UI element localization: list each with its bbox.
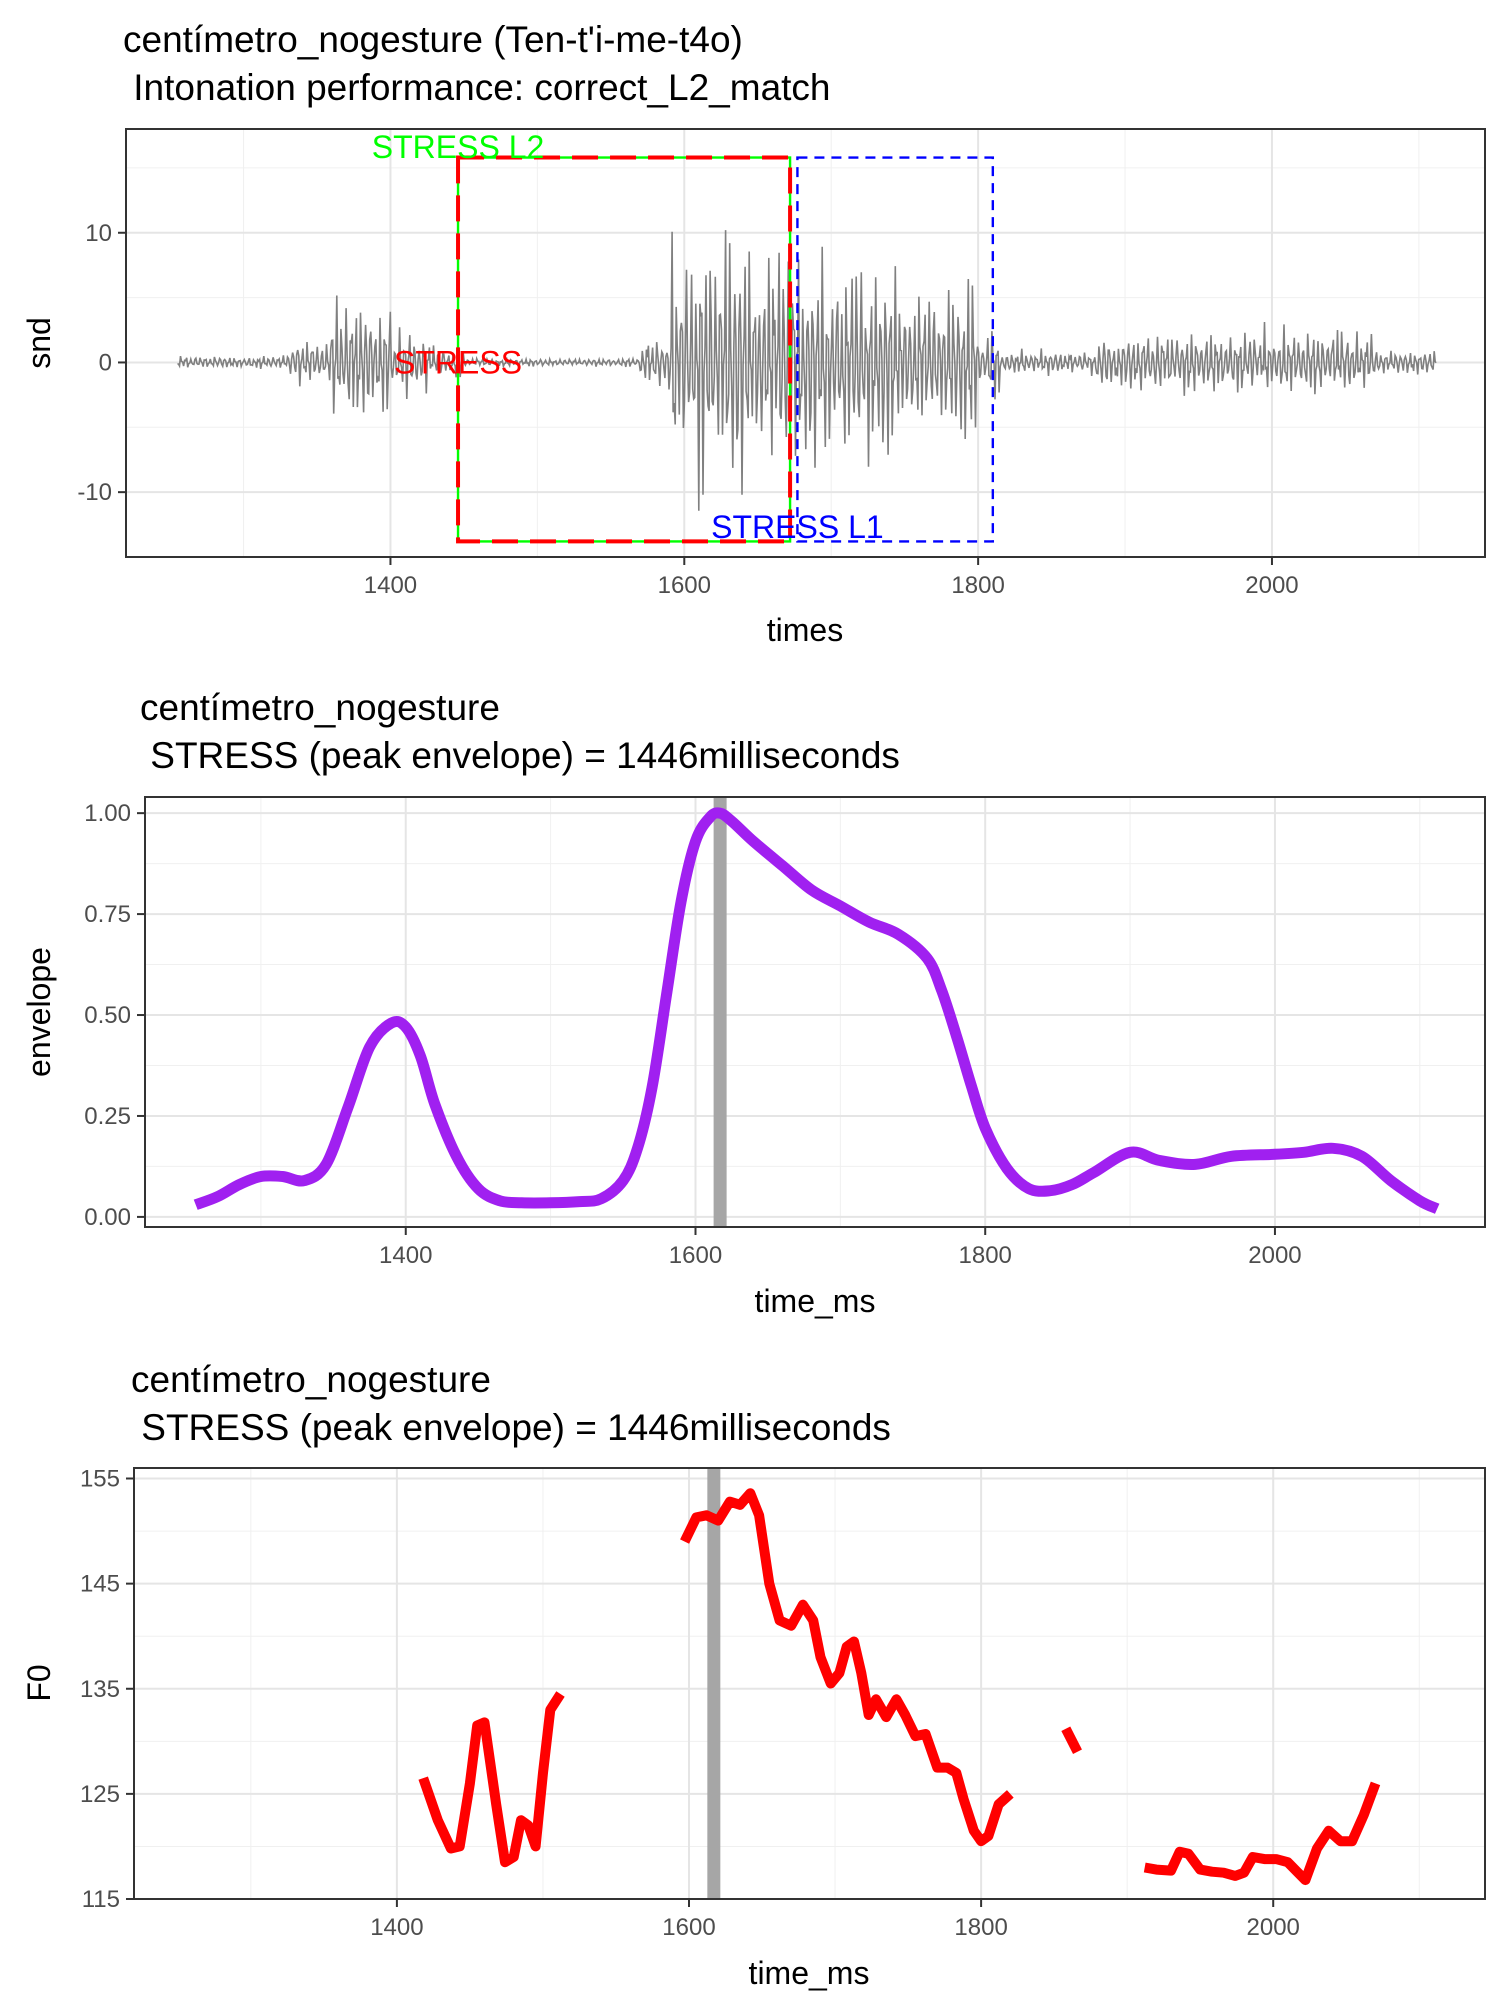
panel3-title: centímetro_nogesture — [131, 1359, 491, 1400]
f0-segment-3 — [1061, 1726, 1082, 1755]
panel2-x-tick-label: 2000 — [1248, 1242, 1301, 1269]
box-label-stress-l2: STRESS L2 — [372, 129, 545, 165]
panel1-x-axis-label: times — [767, 612, 843, 648]
box-stress — [456, 155, 793, 544]
panel2-y-tick-label: 0.25 — [84, 1103, 131, 1130]
panel1-marks: STRESS STRESS L2 STRESS L1 — [177, 129, 1437, 545]
panel1-axes: 1400 1600 1800 2000 -10 0 10 — [77, 220, 1298, 599]
panel2-title: centímetro_nogesture — [140, 687, 500, 728]
panel3-y-tick-label: 135 — [80, 1676, 120, 1703]
panel2-y-tick-label: 0.50 — [84, 1002, 131, 1029]
f0-panel: centímetro_nogesture STRESS (peak envelo… — [21, 1359, 1486, 1991]
panel1-x-tick-label: 1400 — [364, 572, 417, 599]
f0-segment-1 — [418, 1691, 565, 1868]
panel2-marks — [193, 797, 1440, 1227]
panel1-subtitle: Intonation performance: correct_L2_match — [123, 67, 831, 108]
waveform-line — [177, 230, 1437, 511]
panel2-axes: 1400 1600 1800 2000 0.00 0.25 0.50 0.75 1.00 — [84, 800, 1301, 1269]
panel3-axes: 1400 1600 1800 2000 115 125 135 145 155 — [80, 1466, 1300, 1941]
panel2-x-tick-label: 1800 — [959, 1242, 1012, 1269]
panel3-plot-border — [133, 1467, 1486, 1900]
panel1-title: centímetro_nogesture (Ten-t'i-me-t4o) — [123, 19, 743, 60]
panel2-plot-border — [144, 796, 1486, 1228]
envelope-line — [193, 807, 1440, 1214]
panel3-plot-area — [134, 1468, 1485, 1899]
panel2-x-tick-label: 1600 — [669, 1242, 722, 1269]
panel1-y-tick-label: -10 — [77, 479, 112, 506]
panel2-plot-area — [145, 797, 1485, 1227]
box-label-stress: STRESS — [394, 344, 522, 380]
panel3-x-tick-label: 1400 — [370, 1914, 423, 1941]
panel1-y-tick-label: 0 — [99, 349, 112, 376]
panel3-y-tick-label: 145 — [80, 1571, 120, 1598]
panel2-subtitle: STRESS (peak envelope) = 1446millisecond… — [140, 735, 900, 776]
panel2-grid — [145, 797, 1485, 1227]
panel3-x-tick-label: 1600 — [662, 1914, 715, 1941]
panel1-y-axis-label: snd — [21, 317, 57, 369]
box-label-stress-l1: STRESS L1 — [711, 509, 884, 545]
panel3-subtitle: STRESS (peak envelope) = 1446millisecond… — [131, 1407, 891, 1448]
f0-segment-2 — [680, 1488, 1014, 1847]
panel2-y-axis-label: envelope — [21, 947, 57, 1077]
panel2-x-axis-label: time_ms — [755, 1283, 876, 1319]
panel1-x-tick-label: 1800 — [951, 572, 1004, 599]
panel3-marks — [418, 1468, 1381, 1899]
panel3-y-tick-label: 115 — [82, 1886, 120, 1913]
panel3-x-axis-label: time_ms — [749, 1955, 870, 1991]
panel2-y-tick-label: 0.00 — [84, 1204, 131, 1231]
panel3-x-tick-label: 2000 — [1247, 1914, 1300, 1941]
panel2-x-tick-label: 1400 — [379, 1242, 432, 1269]
panel1-y-tick-label: 10 — [85, 220, 112, 247]
panel1-x-tick-label: 2000 — [1245, 572, 1298, 599]
waveform-panel: centímetro_nogesture (Ten-t'i-me-t4o) In… — [21, 19, 1486, 648]
envelope-panel: centímetro_nogesture STRESS (peak envelo… — [21, 687, 1486, 1319]
panel1-plot-border — [125, 128, 1486, 558]
panel1-x-tick-label: 1600 — [658, 572, 711, 599]
panel2-y-tick-label: 1.00 — [84, 800, 131, 827]
panel2-y-tick-label: 0.75 — [84, 901, 131, 928]
panel3-y-tick-label: 125 — [80, 1781, 120, 1808]
f0-segment-4 — [1143, 1781, 1381, 1886]
panel3-y-tick-label: 155 — [80, 1466, 120, 1493]
panel3-x-tick-label: 1800 — [954, 1914, 1007, 1941]
panel3-y-axis-label: F0 — [21, 1664, 57, 1701]
